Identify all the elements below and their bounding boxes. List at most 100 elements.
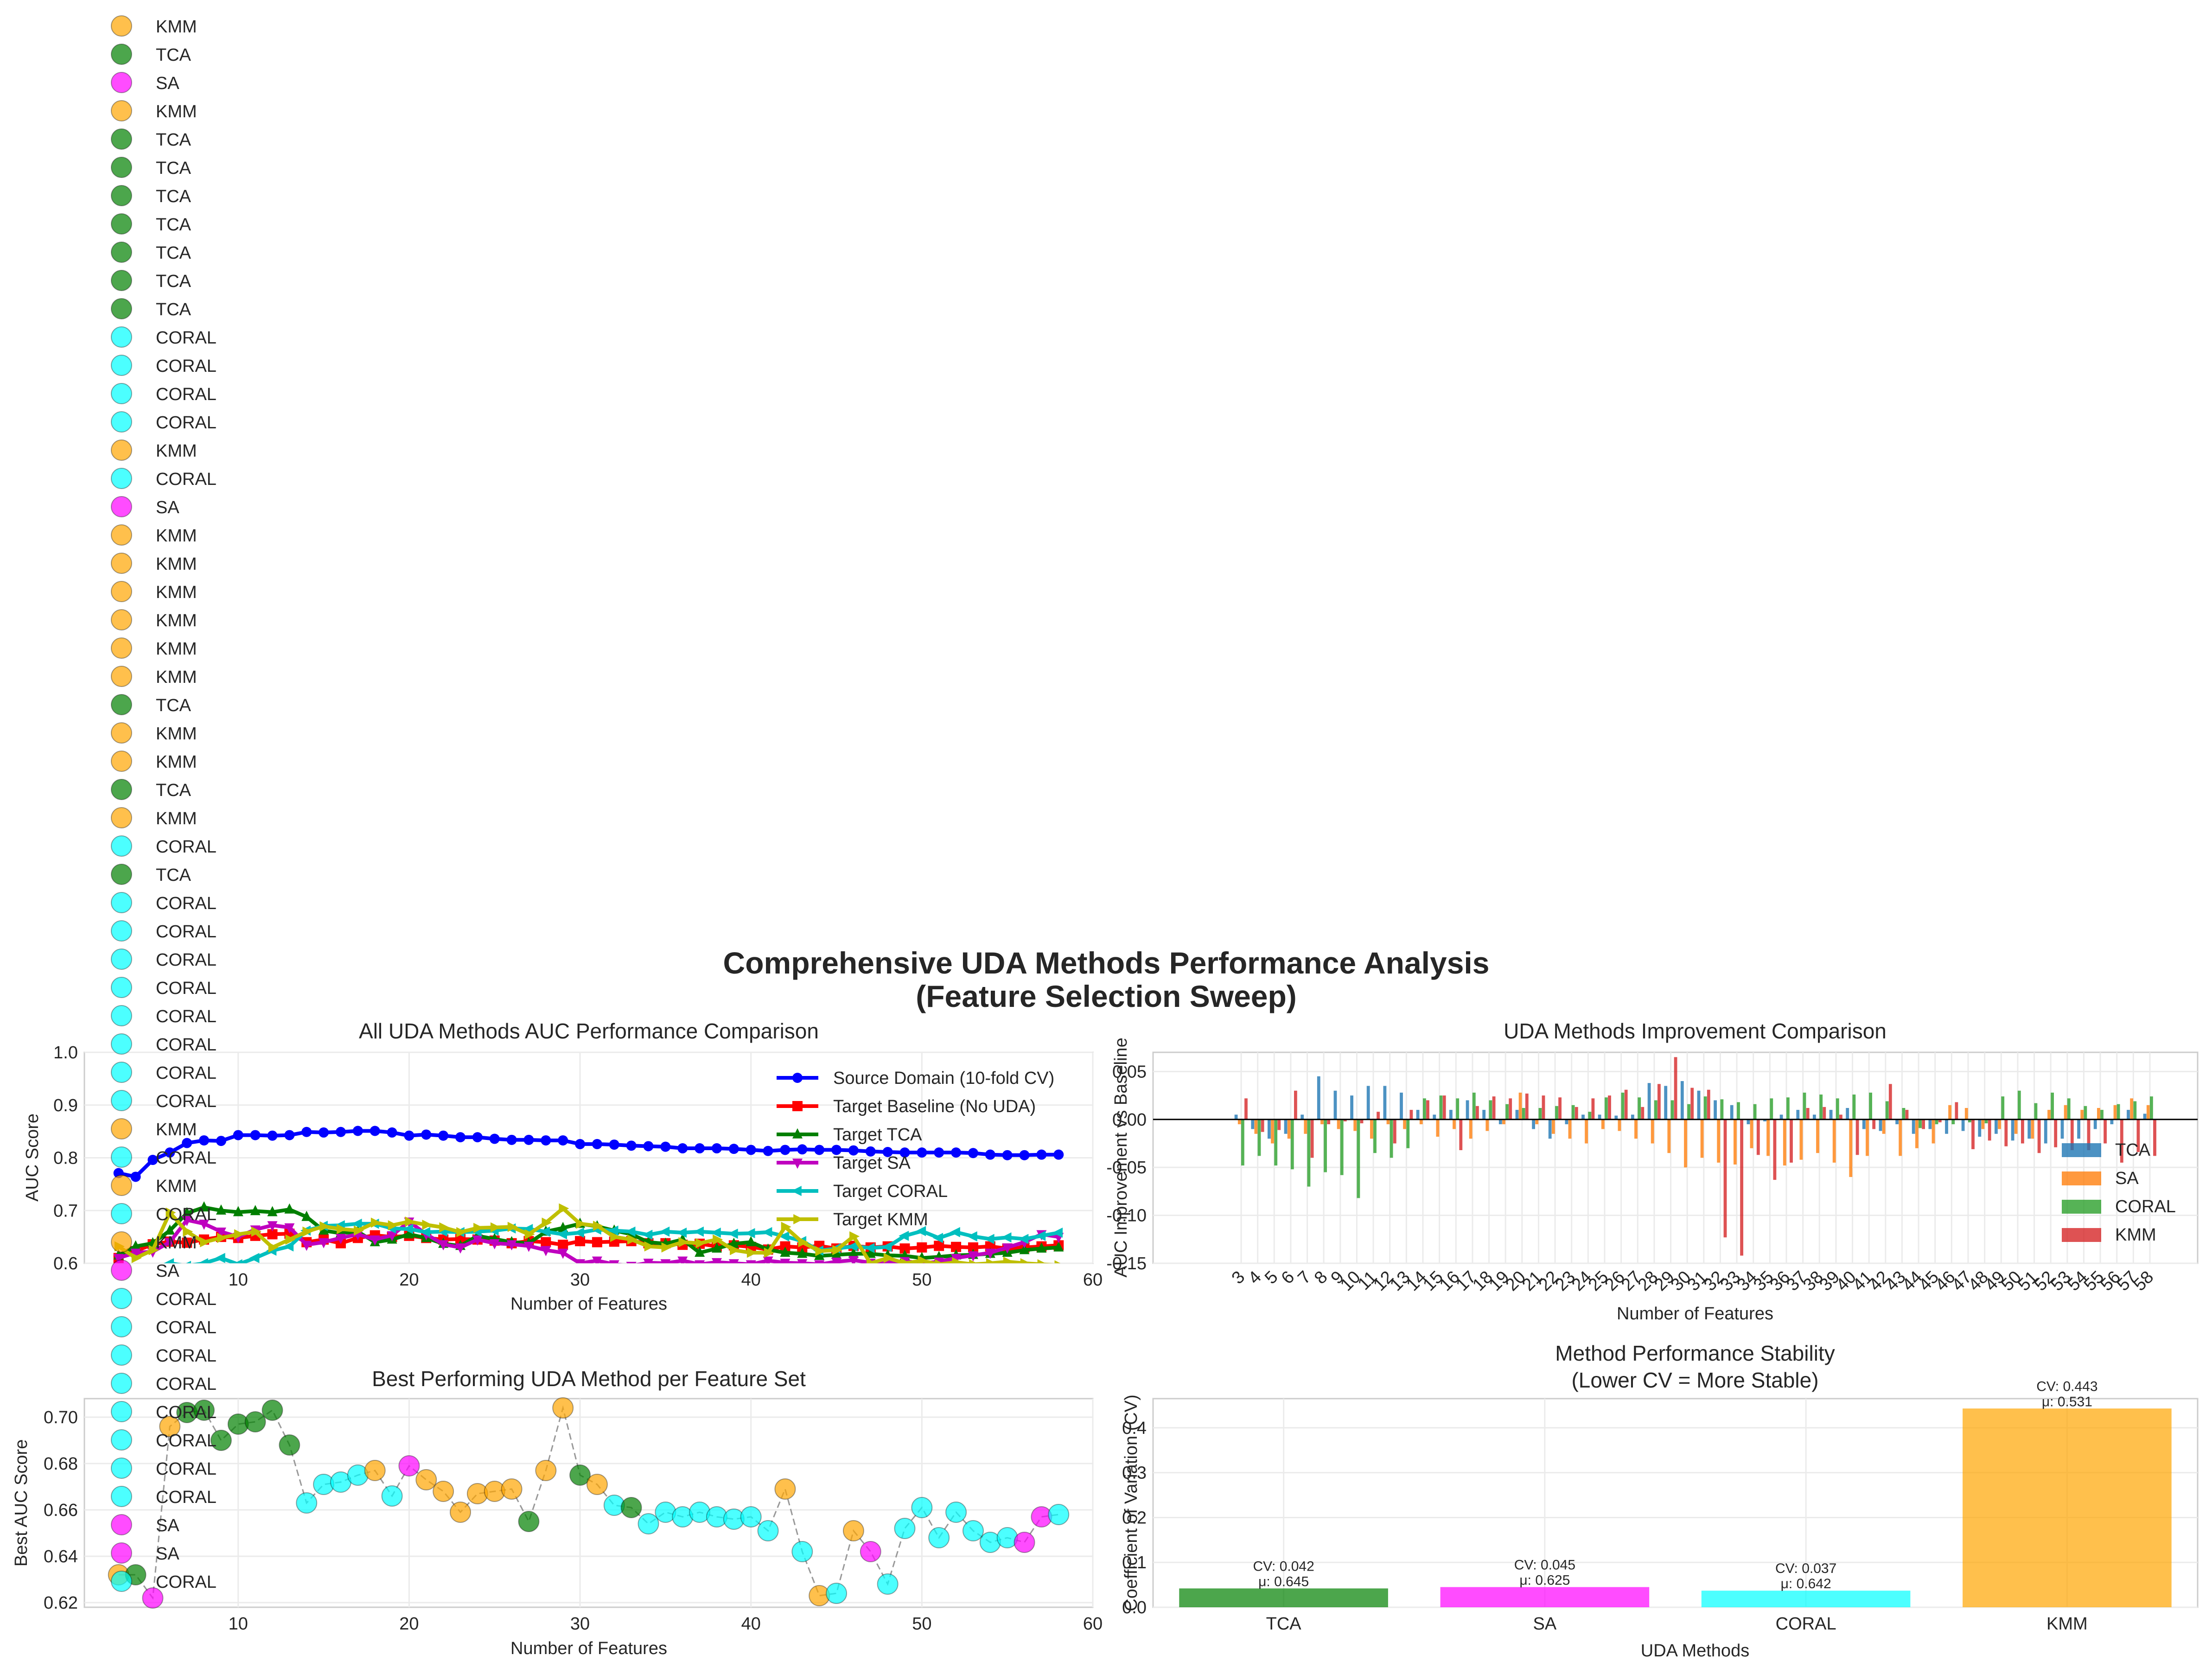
legend-label-kmm: KMM: [156, 441, 197, 461]
data-point-coral_line: [676, 1228, 687, 1238]
data-point-source: [506, 1134, 517, 1145]
data-point-source: [233, 1130, 243, 1140]
best-point-tca: [244, 1411, 266, 1432]
bar-bar_kmm: [1509, 1098, 1512, 1120]
data-point-source: [523, 1134, 534, 1145]
legend-marker-coral: [111, 1288, 132, 1309]
legend-label-coral: CORAL: [156, 1092, 217, 1111]
data-point-baseline: [541, 1237, 551, 1248]
y-tick-label: 1.0: [53, 1043, 78, 1063]
legend-label-coral: CORAL: [156, 1148, 217, 1168]
improvement-bars: [1153, 1057, 2198, 1256]
legend-label-kmm: KMM: [156, 17, 197, 37]
data-point-source: [626, 1140, 637, 1151]
data-point-source: [643, 1141, 654, 1152]
data-point-source: [438, 1130, 449, 1141]
bar-bar_sa: [1832, 1119, 1836, 1163]
best-method-title: Best Performing UDA Method per Feature S…: [372, 1367, 806, 1391]
bar-bar_sa: [1618, 1119, 1621, 1131]
data-point-tca_line: [1036, 1242, 1047, 1253]
data-point-source: [404, 1130, 414, 1141]
best-point-coral: [757, 1520, 779, 1541]
bar-bar_sa: [1436, 1119, 1440, 1137]
x-tick-label: 60: [1083, 1614, 1103, 1634]
bar-bar_coral: [1373, 1119, 1377, 1153]
data-point-kmm_line: [746, 1248, 757, 1258]
bar-bar_coral: [2051, 1092, 2054, 1120]
bar-bar_sa: [1783, 1119, 1786, 1166]
legend-label-tca: TCA: [156, 300, 191, 319]
data-point-source: [592, 1139, 602, 1149]
data-point-kmm_line: [285, 1234, 296, 1245]
bar-bar_tca: [1779, 1114, 1783, 1120]
y-tick-label: 0.70: [44, 1408, 78, 1427]
data-point-sa_line: [370, 1235, 380, 1246]
data-point-kmm_line: [217, 1233, 228, 1243]
data-point-source: [797, 1144, 808, 1155]
bar-bar_sa: [2130, 1098, 2133, 1120]
data-point-source: [746, 1145, 756, 1155]
best-point-tca: [569, 1464, 591, 1486]
data-point-coral_line: [1035, 1230, 1046, 1241]
data-point-kmm_line: [593, 1221, 604, 1231]
legend-label-tca: TCA: [156, 272, 191, 291]
best-point-tca: [210, 1430, 232, 1451]
auc-comparison-title: All UDA Methods AUC Performance Comparis…: [359, 1019, 819, 1043]
legend-marker-kmm_line: [793, 1214, 804, 1224]
bar-bar_coral: [1571, 1105, 1575, 1120]
stability-cv-label: CV: 0.045: [1514, 1557, 1575, 1572]
bar-bar_kmm: [1888, 1084, 1892, 1120]
bar-bar_sa: [2146, 1105, 2150, 1120]
bar-bar_kmm: [1641, 1107, 1645, 1120]
x-tick-label: KMM: [2046, 1614, 2088, 1634]
data-point-sa_line: [455, 1243, 466, 1254]
bar-bar_coral: [1307, 1119, 1311, 1187]
bar-bar_sa: [1700, 1119, 1704, 1158]
legend-label-coral: CORAL: [156, 413, 217, 433]
bar-bar_kmm: [1839, 1114, 1842, 1120]
bar-bar_tca: [1598, 1114, 1601, 1120]
data-point-coral_line: [984, 1234, 994, 1244]
bar-bar_coral: [1803, 1092, 1806, 1120]
data-point-sa_line: [848, 1256, 859, 1263]
bar-bar_coral: [2017, 1090, 2021, 1120]
auc-comparison-ylabel: AUC Score: [23, 1114, 42, 1202]
auc-comparison-ticks: 10 20 30 40 50 60 0.6 0.7 0.8 0.9 1.0: [53, 1043, 1103, 1290]
bar-bar_kmm: [1459, 1119, 1463, 1150]
legend-label-sa: SA: [156, 1516, 179, 1535]
data-point-source: [370, 1126, 380, 1136]
data-point-tca_line: [865, 1248, 876, 1258]
bar-bar_sa: [1386, 1119, 1390, 1125]
data-point-source: [695, 1143, 705, 1154]
data-point-sa_line: [301, 1241, 312, 1251]
data-point-source: [182, 1138, 192, 1148]
bar-bar_sa: [1684, 1119, 1687, 1168]
data-point-source: [899, 1147, 910, 1158]
bar-bar_sa: [1667, 1119, 1671, 1153]
data-point-source: [848, 1145, 859, 1156]
bar-bar_tca: [1466, 1100, 1469, 1120]
best-point-kmm: [501, 1478, 523, 1500]
y-tick-label: 0.68: [44, 1454, 78, 1474]
legend-swatch-bar_kmm: [2062, 1228, 2101, 1242]
data-point-tca_line: [404, 1228, 414, 1239]
data-point-source: [301, 1127, 312, 1137]
bar-bar_sa: [1453, 1119, 1456, 1129]
data-point-sa_line: [558, 1248, 568, 1259]
legend-label-kmm: KMM: [156, 1120, 197, 1139]
data-point-sa_line: [728, 1259, 739, 1263]
best-point-sa: [142, 1587, 164, 1609]
bar-bar_coral: [2084, 1106, 2087, 1120]
legend-marker-kmm: [111, 637, 132, 659]
legend-marker-coral: [111, 1401, 132, 1422]
legend-marker-kmm: [111, 15, 132, 37]
y-tick-label: 0.9: [53, 1096, 78, 1115]
bar-bar_coral: [2001, 1096, 2005, 1120]
data-point-coral_line: [710, 1228, 721, 1238]
data-point-source: [352, 1126, 363, 1136]
data-point-source: [985, 1149, 995, 1160]
data-point-kmm_line: [969, 1259, 977, 1263]
legend-marker-coral: [111, 977, 132, 998]
best-method-panel: 10 20 30 40 50 60 0.62 0.64 0.66 0.68 0.70 Best Pe…: [12, 1367, 1103, 1658]
bar-bar_tca: [1747, 1119, 1750, 1125]
